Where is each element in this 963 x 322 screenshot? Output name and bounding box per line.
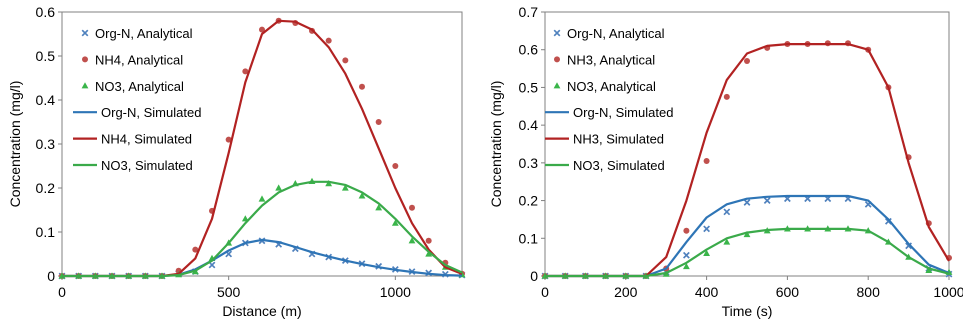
y-tick-label: 0.2 [36, 180, 56, 196]
data-point [208, 261, 216, 269]
data-point [192, 246, 199, 253]
series-line-5 [545, 227, 950, 278]
plot-frame [544, 11, 950, 277]
chart-distance: 0 0.1 0.2 0.3 0.4 0.5 0.6 0 500 1000 Distance (m) C… [7, 4, 466, 319]
data-point [375, 204, 383, 211]
data-point [242, 68, 249, 75]
data-point [743, 199, 751, 206]
legend-entry: NH4, Analytical [95, 52, 183, 67]
x-tick-label: 1000 [380, 284, 411, 300]
x-tick-label: 0 [541, 284, 549, 300]
x-tick-label: 1000 [933, 284, 963, 300]
legend-swatch-marker [82, 56, 88, 63]
data-point [341, 184, 349, 191]
y-tick-label: 0.5 [519, 79, 539, 95]
legend-entry: Org-N, Simulated [101, 105, 201, 120]
chart-time: 0 0.1 0.2 0.3 0.4 0.5 0.6 0.7 0 200 400 600 800 1000 T… [488, 4, 963, 319]
y-tick-label: 0.2 [519, 193, 539, 209]
data-point [342, 57, 349, 64]
y-tick-label: 0.3 [36, 136, 56, 152]
series-line-3 [62, 238, 463, 278]
y-tick-label: 0.5 [36, 48, 56, 64]
y-axis-title: Concentration (mg/l) [7, 81, 23, 208]
x-tick-label: 0 [58, 284, 66, 300]
legend-swatch-marker [554, 56, 560, 63]
data-point [683, 262, 690, 270]
data-point [743, 230, 751, 238]
data-point [723, 208, 731, 216]
x-tick-label: 600 [776, 284, 800, 300]
x-axis-title: Distance (m) [222, 303, 301, 319]
data-point [703, 225, 711, 233]
data-point [683, 227, 690, 234]
legend-entry: NO3, Simulated [101, 158, 193, 173]
y-axis-title: Concentration (mg/l) [488, 81, 504, 208]
data-point [682, 251, 690, 259]
y-tick-label: 0.6 [36, 4, 56, 20]
legend-entry: NH3, Simulated [573, 132, 664, 147]
x-tick-label: 800 [857, 284, 881, 300]
data-point [763, 197, 771, 204]
legend-swatch-marker [553, 82, 561, 89]
series-line-5 [62, 180, 463, 278]
data-point [425, 250, 433, 257]
data-point [925, 266, 933, 273]
y-tick-label: 0.7 [519, 4, 539, 20]
y-tick-label: 0 [47, 268, 55, 284]
data-point [275, 184, 283, 191]
y-tick-label: 0.3 [519, 155, 539, 171]
y-tick-label: 0 [530, 268, 538, 284]
x-tick-label: 400 [695, 284, 719, 300]
legend-swatch-marker [81, 29, 89, 37]
data-point [325, 180, 333, 187]
legend-swatch-marker [553, 29, 561, 37]
data-point [375, 119, 382, 125]
legend-entry: Org-N, Analytical [95, 26, 193, 41]
legend-entry: NO3, Analytical [95, 79, 184, 94]
data-point [703, 249, 710, 256]
data-point [703, 157, 710, 164]
legend-entry: NH3, Analytical [567, 52, 655, 67]
data-point [358, 192, 366, 199]
data-point [409, 204, 415, 211]
series-line-4 [62, 19, 463, 278]
legend-entry: NO3, Analytical [567, 79, 656, 94]
x-tick-label: 500 [217, 284, 241, 300]
data-point [905, 242, 913, 250]
data-point [408, 237, 416, 244]
data-point [425, 237, 432, 244]
legend-entry: Org-N, Analytical [567, 26, 665, 41]
data-point [259, 26, 265, 33]
data-point [744, 58, 750, 65]
data-point [723, 238, 731, 245]
y-tick-label: 0.4 [519, 117, 539, 133]
legend-entry: NO3, Simulated [573, 158, 665, 173]
data-point [723, 93, 730, 100]
data-point [359, 83, 365, 90]
legend-swatch-marker [81, 82, 89, 89]
y-tick-label: 0.1 [36, 224, 56, 240]
x-axis-title: Time (s) [722, 303, 773, 319]
legend-entry: Org-N, Simulated [573, 105, 673, 120]
data-point [392, 163, 399, 169]
x-tick-label: 200 [614, 284, 638, 300]
y-tick-label: 0.6 [519, 42, 539, 58]
series-line-3 [545, 194, 950, 278]
data-point [225, 136, 232, 143]
y-tick-label: 0.4 [36, 92, 56, 108]
data-point [391, 219, 399, 226]
data-point [258, 195, 266, 202]
series-line-4 [545, 43, 950, 278]
y-tick-label: 0.1 [519, 230, 539, 246]
legend-entry: NH4, Simulated [101, 132, 192, 147]
data-point [325, 37, 332, 44]
